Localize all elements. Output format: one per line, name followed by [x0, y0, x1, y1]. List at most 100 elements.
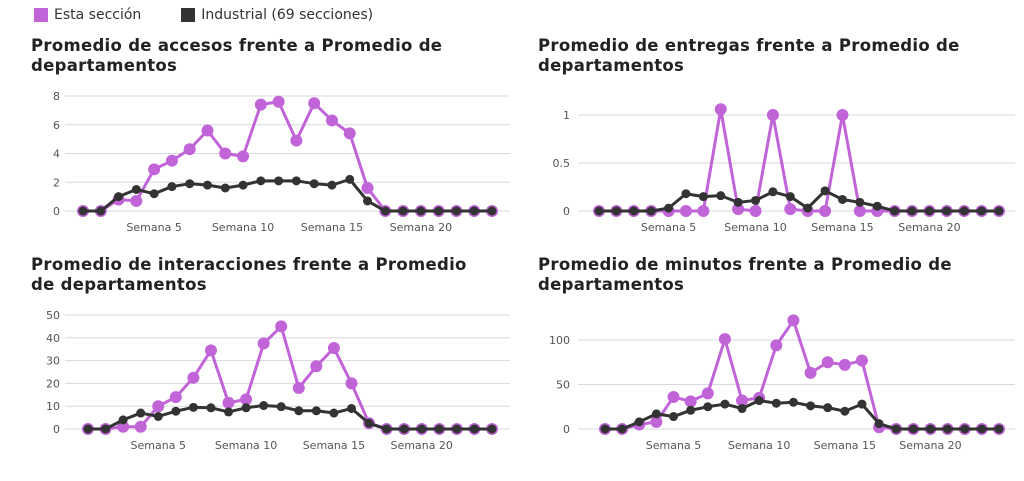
data-point-industrial [434, 424, 444, 434]
chart-title-interacciones: Promedio de interacciones frente a Prome… [31, 255, 467, 294]
data-point-section [310, 360, 323, 373]
series-line-section [83, 100, 492, 213]
data-point-section [787, 314, 800, 327]
y-tick-label: 20 [46, 377, 60, 390]
x-tick-label: Semana 20 [390, 221, 452, 234]
data-point-industrial [855, 197, 865, 207]
data-point-section [821, 356, 834, 369]
data-point-industrial [733, 197, 743, 207]
chart-minutos: 0 50 100 Semana 5 Semana 10 Semana 15 Semana 2… [549, 314, 1015, 452]
data-point-industrial [803, 203, 813, 213]
data-point-industrial [346, 403, 356, 413]
data-point-industrial [908, 424, 918, 434]
x-tick-label: Semana 20 [899, 439, 961, 452]
data-point-section [222, 396, 235, 409]
data-point-industrial [171, 406, 181, 416]
data-point-industrial [754, 396, 764, 406]
data-point-section [201, 124, 214, 137]
data-point-industrial [720, 399, 730, 409]
x-tick-label: Semana 5 [126, 221, 181, 234]
chart-title-accesos: Promedio de accesos frente a Promedio de… [31, 36, 443, 75]
data-point-section [240, 393, 253, 406]
data-point-industrial [788, 397, 798, 407]
data-point-industrial [399, 424, 409, 434]
data-point-industrial [907, 206, 917, 216]
data-point-industrial [417, 424, 427, 434]
data-point-industrial [611, 206, 621, 216]
data-point-industrial [382, 424, 392, 434]
data-point-section [855, 354, 868, 367]
data-point-section [804, 366, 817, 379]
data-point-section [327, 342, 340, 355]
data-point-section [148, 163, 161, 176]
data-point-industrial [345, 174, 355, 184]
data-point-industrial [806, 401, 816, 411]
data-point-industrial [977, 206, 987, 216]
data-point-industrial [617, 424, 627, 434]
data-point-industrial [651, 409, 661, 419]
data-point-industrial [634, 417, 644, 427]
chart-title-minutos: Promedio de minutos frente a Promedio de… [538, 255, 952, 294]
data-point-industrial [256, 176, 266, 186]
data-point-section [819, 205, 832, 217]
data-point-industrial [698, 192, 708, 202]
x-tick-label: Semana 5 [646, 439, 701, 452]
data-point-section [766, 109, 779, 121]
data-point-industrial [274, 176, 284, 186]
data-point-industrial [276, 402, 286, 412]
data-point-section [165, 154, 178, 167]
chart-interacciones: 0 10 20 30 40 50 Semana 5 Semana 10 Semana 15 Sem… [46, 309, 510, 452]
data-point-industrial [291, 176, 301, 186]
data-point-section [667, 390, 680, 403]
data-point-industrial [600, 424, 610, 434]
data-point-industrial [943, 424, 953, 434]
x-tick-label: Semana 15 [811, 221, 873, 234]
series-line-industrial [599, 189, 999, 213]
data-point-industrial [452, 424, 462, 434]
data-point-section [275, 320, 288, 333]
data-point-section [749, 205, 762, 217]
chart-title-entregas: Promedio de entregas frente a Promedio d… [538, 36, 960, 75]
data-point-industrial [309, 179, 319, 189]
data-point-section [219, 147, 232, 160]
x-tick-label: Semana 20 [898, 221, 960, 234]
series-line-section [605, 318, 999, 431]
data-point-industrial [487, 424, 497, 434]
data-point-industrial [594, 206, 604, 216]
data-point-industrial [327, 180, 337, 190]
data-point-industrial [149, 189, 159, 199]
data-point-section [732, 203, 745, 216]
x-tick-label: Semana 15 [301, 221, 363, 234]
legend-item-section[interactable]: Esta sección [34, 7, 141, 23]
data-point-section [650, 415, 663, 428]
data-point-section [204, 344, 217, 357]
data-point-industrial [669, 412, 679, 422]
data-point-industrial [398, 206, 408, 216]
data-point-industrial [311, 406, 321, 416]
data-point-industrial [977, 424, 987, 434]
x-tick-label: Semana 15 [303, 439, 365, 452]
y-tick-label: 100 [549, 334, 570, 347]
x-tick-label: Semana 10 [724, 221, 786, 234]
data-point-industrial [224, 407, 234, 417]
y-tick-label: 30 [46, 355, 60, 368]
data-point-section [838, 358, 851, 371]
legend: Esta sección Industrial (69 secciones) [34, 7, 373, 23]
data-point-industrial [891, 424, 901, 434]
data-point-industrial [188, 402, 198, 412]
data-point-industrial [686, 405, 696, 415]
data-point-industrial [416, 206, 426, 216]
data-point-section [257, 337, 270, 350]
data-point-section [237, 150, 250, 163]
data-point-section [697, 205, 710, 217]
data-point-industrial [220, 183, 230, 193]
y-tick-label: 50 [556, 379, 570, 392]
data-point-industrial [823, 403, 833, 413]
data-point-industrial [114, 192, 124, 202]
chart-accesos: 0 2 4 6 8 Semana 5 Semana 10 Semana 15 Semana 20 [53, 90, 510, 234]
data-point-industrial [96, 206, 106, 216]
data-point-industrial [942, 206, 952, 216]
data-point-industrial [185, 179, 195, 189]
x-tick-label: Semana 20 [391, 439, 453, 452]
legend-item-industrial[interactable]: Industrial (69 secciones) [181, 7, 373, 23]
